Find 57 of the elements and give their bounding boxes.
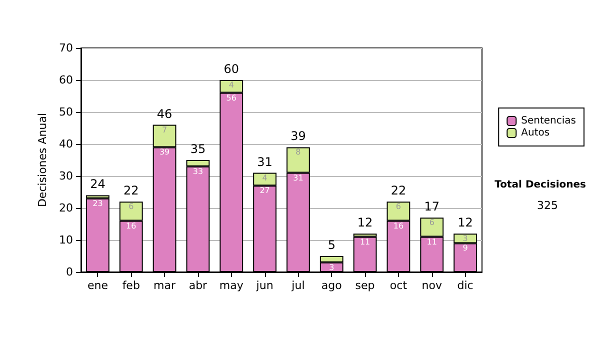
text: 325 [537, 199, 558, 212]
data-label: 6 [128, 202, 134, 212]
total-label: 22 [390, 184, 406, 198]
y-tick-label: 20 [59, 202, 73, 214]
data-label: 11 [426, 237, 437, 246]
total-label: 46 [156, 106, 172, 121]
x-tick-label: mar [154, 279, 176, 292]
total-label: 5 [328, 238, 336, 252]
x-tick-label: abr [188, 279, 208, 292]
y-tick-label: 10 [59, 234, 73, 246]
y-tick-label: 50 [59, 106, 73, 118]
total-label: 22 [123, 184, 139, 198]
y-tick-label: 60 [59, 74, 73, 86]
data-label: 39 [159, 148, 170, 157]
data-label: 4 [262, 173, 268, 182]
y-axis-title: Decisiones Anual [36, 112, 50, 208]
x-tick-label: oct [390, 279, 408, 292]
total-label: 39 [290, 129, 306, 144]
x-tick-label: sep [355, 279, 375, 292]
total-label: 31 [257, 154, 272, 169]
data-label: 56 [226, 93, 236, 102]
data-label: 9 [462, 244, 468, 253]
data-label: 8 [296, 148, 301, 157]
data-label: 33 [192, 166, 204, 176]
data-label: 16 [393, 221, 404, 230]
x-tick-label: feb [122, 279, 140, 292]
data-label: 23 [92, 198, 103, 208]
data-label: 3 [329, 262, 334, 272]
x-tick-label: may [219, 279, 244, 292]
total-label: 12 [458, 216, 473, 230]
legend-label: Autos [521, 128, 550, 138]
y-tick-label: 40 [59, 138, 73, 150]
y-tick-label: 30 [59, 170, 73, 182]
total-label: 12 [357, 216, 373, 230]
y-tick-label: 70 [59, 42, 73, 54]
data-label: 31 [293, 173, 304, 182]
x-tick-label: ene [87, 279, 108, 292]
x-tick-label: nov [422, 279, 442, 292]
data-label: 27 [260, 186, 270, 196]
total-label: 35 [190, 142, 206, 156]
y-tick-label: 0 [66, 266, 73, 278]
x-tick-label: jul [290, 279, 305, 292]
total-label: 24 [90, 177, 106, 192]
text: Total Decisiones [494, 180, 586, 190]
x-tick-label: ago [321, 279, 342, 292]
x-tick-label: jun [255, 279, 274, 292]
total-label: 17 [424, 200, 440, 214]
x-tick-label: dic [457, 279, 474, 292]
data-label: 4 [228, 80, 234, 90]
data-label: 6 [429, 218, 434, 228]
data-label: 11 [360, 237, 370, 246]
data-label: 6 [396, 202, 402, 212]
data-label: 3 [462, 234, 468, 244]
legend-label: Sentencias [521, 116, 576, 126]
data-label: 16 [126, 221, 136, 230]
total-label: 60 [224, 62, 240, 76]
data-label: 7 [162, 125, 168, 134]
